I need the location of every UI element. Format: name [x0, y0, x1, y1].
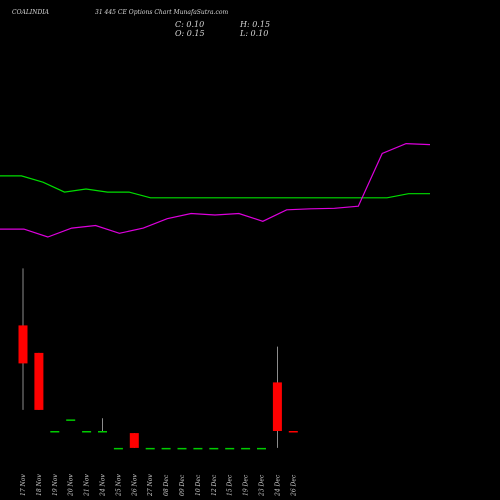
x-tick-label: 24 Dec: [274, 474, 281, 497]
x-tick-label: 21 Nov: [84, 474, 91, 497]
x-tick-label: 27 Nov: [147, 474, 154, 497]
symbol-label: COALINDIA: [12, 9, 50, 16]
candle-body: [145, 447, 155, 450]
x-tick-label: 26 Nov: [131, 474, 138, 497]
candle-body: [241, 447, 251, 450]
x-axis-ticks: 17 Nov 18 Nov 19 Nov 20 Nov 21 Nov 24 Nov 25 N…: [20, 474, 297, 497]
x-tick-label: 19 Nov: [52, 474, 59, 496]
indicator-line-2: [0, 142, 431, 238]
candle-body: [34, 352, 44, 410]
candle-body: [272, 382, 282, 431]
candle-body: [177, 447, 187, 450]
candle-body: [225, 447, 235, 450]
x-tick-label: 12 Dec: [211, 474, 218, 496]
indicator-lines: [0, 142, 431, 238]
x-tick-label: 24 Nov: [100, 474, 107, 497]
x-tick-label: 19 Dec: [243, 474, 250, 496]
candles: [18, 268, 298, 450]
candle-body: [209, 447, 219, 450]
candle-body: [113, 447, 123, 450]
x-tick-label: 23 Dec: [259, 474, 266, 497]
x-tick-label: 09 Dec: [179, 474, 186, 496]
candle-body: [66, 419, 76, 421]
x-tick-label: 20 Nov: [68, 474, 75, 497]
chart-title: 31 445 CE Options Chart MunafaSutra.com: [95, 9, 229, 16]
indicator-line-1: [0, 175, 430, 199]
x-tick-label: 26 Dec: [290, 474, 297, 497]
candle-body: [50, 431, 60, 433]
candle-body: [193, 447, 203, 450]
x-tick-label: 25 Nov: [115, 474, 122, 497]
x-tick-label: 10 Dec: [195, 474, 202, 496]
low-value: L: 0.10: [239, 29, 268, 38]
open-value: O: 0.15: [175, 29, 205, 38]
x-tick-label: 18 Nov: [36, 474, 43, 496]
candle-body: [98, 431, 107, 433]
candle-body: [257, 447, 266, 450]
candle-body: [129, 433, 139, 448]
x-tick-label: 08 Dec: [163, 474, 170, 496]
x-tick-label: 15 Dec: [227, 474, 234, 496]
high-value: H: 0.15: [239, 20, 270, 29]
close-value: C: 0.10: [175, 20, 204, 29]
candle-body: [18, 325, 28, 364]
candle-body: [288, 431, 298, 433]
candle-body: [82, 431, 92, 433]
candle-body: [161, 447, 171, 450]
x-tick-label: 17 Nov: [20, 474, 27, 496]
